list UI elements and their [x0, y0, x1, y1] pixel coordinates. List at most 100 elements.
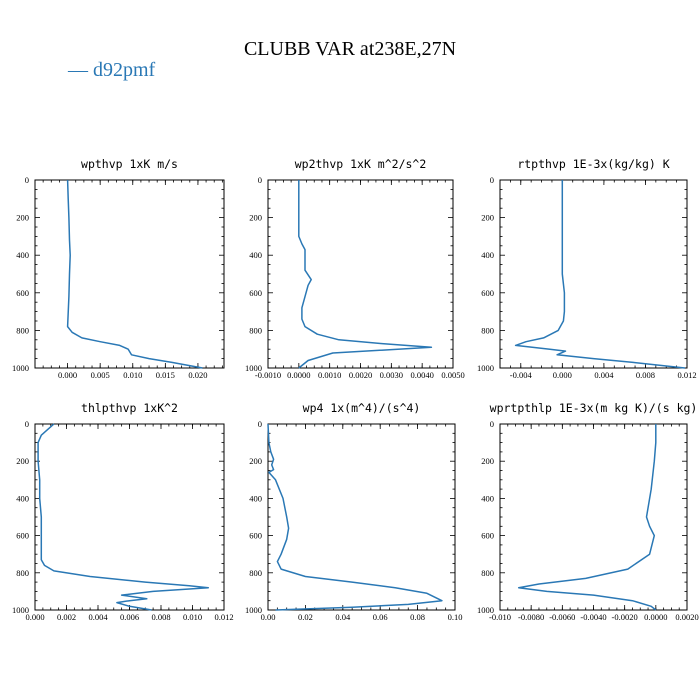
y-tick-label: 200: [16, 456, 29, 466]
chart-panel-5: wp4 1x(m^4)/(s^4) 0.00 0.02 0.04 0.06 0.08 0.1…: [245, 401, 462, 622]
x-tick-label: 0.004: [594, 370, 614, 380]
series-line: [298, 180, 433, 369]
y-tick-label: 600: [16, 288, 29, 298]
panel-title: wp2thvp 1xK m^2/s^2: [295, 157, 427, 171]
y-tick-label: 1000: [477, 605, 494, 615]
panel-grid: wpthvp 1xK m/s0.000 0.005 0.010 0.015 0.0200…: [12, 157, 699, 622]
y-tick-label: 0: [490, 175, 494, 185]
x-tick-label: 0.0000: [287, 370, 310, 380]
chart-panel-2: wp2thvp 1xK m^2/s^2 -0.0010 0.0000 0.0010 0.…: [245, 157, 465, 380]
panel-title: wpthvp 1xK m/s: [81, 157, 178, 171]
chart-panel-1: wpthvp 1xK m/s 0.000 0.005 0.010 0.015 0.020 0…: [12, 157, 225, 380]
x-tick-label: 0.000: [58, 370, 77, 380]
x-tick-label: 0.000: [553, 370, 572, 380]
y-tick-label: 1000: [245, 605, 262, 615]
y-tick-label: 600: [481, 288, 494, 298]
x-tick-label: 0.008: [636, 370, 655, 380]
x-tick-label: 0.0030: [380, 370, 403, 380]
y-tick-label: 0: [258, 175, 262, 185]
series-line: [37, 423, 210, 611]
y-tick-label: 400: [249, 493, 262, 503]
x-tick-label: 0.0020: [349, 370, 372, 380]
y-tick-label: 400: [481, 250, 494, 260]
y-tick-label: 200: [249, 456, 262, 466]
x-tick-label: 0.010: [183, 612, 202, 622]
x-tick-label: 0.012: [677, 370, 696, 380]
x-tick-label: -0.010: [489, 612, 511, 622]
y-tick-label: 200: [16, 213, 29, 223]
y-tick-label: 800: [481, 325, 494, 335]
series-line: [66, 179, 203, 369]
y-tick-label: 800: [249, 568, 262, 578]
y-tick-label: 1000: [12, 363, 29, 373]
y-tick-label: 600: [481, 531, 494, 541]
plot-frame: [34, 179, 225, 369]
y-tick-label: 800: [249, 325, 262, 335]
x-tick-label: 0.010: [123, 370, 142, 380]
y-tick-label: 800: [481, 568, 494, 578]
x-tick-label: 0.000: [25, 612, 44, 622]
y-tick-label: 600: [16, 531, 29, 541]
y-tick-label: 1000: [477, 363, 494, 373]
plot-frame: [267, 423, 456, 611]
x-tick-label: 0.08: [410, 612, 425, 622]
y-tick-label: 0: [258, 419, 262, 429]
x-tick-label: 0.0000: [644, 612, 667, 622]
chart-panel-4: thlpthvp 1xK^2 0.000 0.002 0.004 0.006 0.008 0…: [12, 401, 234, 622]
x-tick-label: 0.005: [91, 370, 110, 380]
series-line: [517, 424, 657, 611]
series-line: [514, 180, 685, 369]
x-tick-label: 0.10: [448, 612, 463, 622]
x-tick-label: 0.006: [120, 612, 139, 622]
y-tick-label: 1000: [12, 605, 29, 615]
x-tick-label: -0.0080: [518, 612, 544, 622]
y-tick-label: 400: [249, 250, 262, 260]
x-tick-label: 0.020: [188, 370, 207, 380]
y-tick-label: 400: [481, 493, 494, 503]
y-tick-label: 1000: [245, 363, 262, 373]
y-tick-label: 0: [490, 419, 494, 429]
panel-title: wp4 1x(m^4)/(s^4): [303, 401, 421, 415]
x-tick-label: 0.06: [373, 612, 388, 622]
y-tick-label: 800: [16, 325, 29, 335]
panel-title: wprtpthlp 1E-3x(m kg K)/(s kg): [490, 401, 698, 415]
main-title: CLUBB VAR at238E,27N: [244, 38, 456, 60]
series-line: [267, 423, 443, 611]
x-tick-label: 0.0050: [441, 370, 464, 380]
x-tick-label: 0.02: [298, 612, 313, 622]
y-tick-label: 200: [481, 456, 494, 466]
x-tick-label: 0.015: [156, 370, 175, 380]
x-tick-label: -0.004: [510, 370, 533, 380]
x-tick-label: -0.0040: [580, 612, 606, 622]
y-tick-label: 0: [25, 175, 29, 185]
x-tick-label: -0.0060: [549, 612, 575, 622]
plot-frame: [267, 179, 454, 369]
legend-entry: — d92pmf: [67, 59, 156, 81]
x-tick-label: -0.0020: [612, 612, 638, 622]
x-tick-label: 0.0020: [675, 612, 698, 622]
x-tick-label: 0.00: [261, 612, 276, 622]
x-tick-label: 0.0010: [318, 370, 341, 380]
plot-frame: [499, 179, 688, 369]
y-tick-label: 600: [249, 288, 262, 298]
panel-title: thlpthvp 1xK^2: [81, 401, 178, 415]
plot-frame: [499, 423, 688, 611]
x-tick-label: -0.0010: [255, 370, 281, 380]
y-tick-label: 600: [249, 531, 262, 541]
y-tick-label: 0: [25, 419, 29, 429]
y-tick-label: 200: [249, 213, 262, 223]
plot-frame: [34, 423, 225, 611]
chart-panel-3: rtpthvp 1E-3x(kg/kg) K -0.004 0.000 0.004 0.…: [477, 157, 697, 380]
x-tick-label: 0.012: [214, 612, 233, 622]
y-tick-label: 400: [16, 250, 29, 260]
x-tick-label: 0.04: [335, 612, 351, 622]
x-tick-label: 0.0040: [410, 370, 433, 380]
x-tick-label: 0.002: [57, 612, 76, 622]
x-tick-label: 0.008: [151, 612, 170, 622]
y-tick-label: 200: [481, 213, 494, 223]
y-tick-label: 800: [16, 568, 29, 578]
x-tick-label: 0.004: [88, 612, 108, 622]
panel-title: rtpthvp 1E-3x(kg/kg) K: [517, 157, 669, 171]
y-tick-label: 400: [16, 493, 29, 503]
